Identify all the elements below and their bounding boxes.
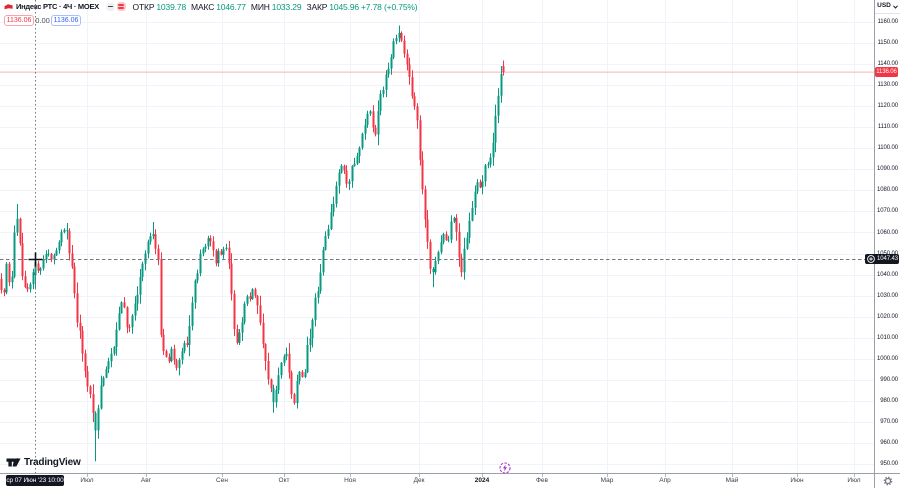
price-axis-label: 1020.00 bbox=[877, 313, 898, 320]
lightning-bolt-icon bbox=[502, 464, 507, 472]
ohlc-values: ОТКР 1039.78 МАКС 1046.77 МИН 1033.29 ЗА… bbox=[133, 2, 418, 12]
time-axis-tick bbox=[222, 474, 223, 477]
time-axis-tick bbox=[854, 474, 855, 477]
up-candle-bodies bbox=[5, 32, 503, 431]
buy-button[interactable]: 1136.06 bbox=[51, 15, 81, 26]
crosshair-date-badge: ср 07 Июн '23 10:00 bbox=[6, 475, 64, 486]
add-alert-plus-icon[interactable] bbox=[867, 255, 875, 263]
price-axis-label: 1050.00 bbox=[877, 250, 898, 258]
price-axis-label: 1090.00 bbox=[877, 166, 898, 173]
axis-settings-corner bbox=[874, 473, 900, 488]
h-gridlines bbox=[0, 22, 874, 465]
time-axis-label: Окт bbox=[278, 477, 290, 484]
time-axis-tick bbox=[732, 474, 733, 477]
crosshair-price-badge: 1047.43 bbox=[865, 254, 899, 264]
low-value: 1033.29 bbox=[271, 1, 302, 12]
last-price-badge: 1136.06 bbox=[875, 67, 898, 78]
currency-selector[interactable]: USD bbox=[875, 0, 900, 14]
time-axis-tick bbox=[284, 474, 285, 477]
price-axis-label: 1000.00 bbox=[877, 356, 898, 362]
close-value: 1045.96 bbox=[329, 1, 359, 12]
high-value: 1046.77 bbox=[216, 1, 246, 12]
price-axis-label: 1110.00 bbox=[877, 124, 898, 131]
price-axis-label: 1070.00 bbox=[877, 208, 898, 215]
sell-button[interactable]: 1136.06 bbox=[4, 15, 34, 26]
legend-trade-row: 1136.06 0.00 1136.06 bbox=[4, 14, 417, 27]
price-axis-label: 960.00 bbox=[880, 440, 898, 447]
journal-bar-icon bbox=[118, 7, 125, 9]
change-value: +7.78 (+0.75%) bbox=[360, 1, 418, 12]
time-axis[interactable]: Июл Авг Сен Окт Ноя Дек 2024 Фев Мар Апр Май Июн Июл… bbox=[0, 473, 900, 488]
v-gridlines bbox=[87, 0, 855, 473]
price-axis-label: 1150.00 bbox=[877, 39, 898, 46]
minus-icon bbox=[108, 5, 114, 8]
time-axis-tick bbox=[665, 474, 666, 477]
time-axis-tick bbox=[542, 474, 543, 477]
price-axis-label: 1080.00 bbox=[877, 187, 898, 194]
time-axis-label: Май bbox=[725, 477, 739, 484]
time-axis-label: Июл bbox=[847, 477, 861, 484]
price-axis-label: 1040.00 bbox=[877, 271, 898, 278]
time-axis-label: Мар bbox=[600, 477, 614, 484]
time-axis-label: Июл bbox=[80, 477, 94, 484]
time-axis-label: Апр bbox=[659, 477, 671, 484]
price-axis-label: 1160.00 bbox=[877, 18, 898, 25]
time-axis-label: 2024 bbox=[474, 477, 490, 484]
low-label: МИН bbox=[250, 1, 270, 12]
price-axis-label: 1060.00 bbox=[877, 229, 898, 236]
legend-journal-button[interactable] bbox=[116, 2, 126, 11]
spread-value: 0.00 bbox=[35, 16, 50, 25]
time-axis-tick bbox=[146, 474, 147, 477]
time-axis-tick bbox=[350, 474, 351, 477]
time-axis-tick bbox=[797, 474, 798, 477]
journal-bar-icon bbox=[118, 4, 125, 6]
symbol-legend: Индекс РТС · 4Ч · MOEX ОТКР 1039.78 МАКС… bbox=[4, 0, 418, 27]
open-value: 1039.78 bbox=[156, 1, 187, 12]
high-label: МАКС bbox=[191, 1, 215, 12]
price-axis-label: 990.00 bbox=[880, 377, 898, 383]
time-axis-tick bbox=[607, 474, 608, 477]
gear-icon[interactable] bbox=[883, 476, 893, 486]
time-axis-tick bbox=[419, 474, 420, 477]
symbol-title[interactable]: Индекс РТС · 4Ч · MOEX bbox=[16, 2, 100, 11]
legend-collapse-button[interactable] bbox=[106, 2, 116, 11]
price-axis-label: 1130.00 bbox=[877, 81, 898, 88]
time-axis-label: Фев bbox=[535, 477, 549, 484]
symbol-logo-icon bbox=[4, 4, 13, 10]
price-axis-label: 1030.00 bbox=[877, 292, 898, 299]
down-candle-bodies bbox=[0, 32, 505, 414]
price-axis-label: 950.00 bbox=[880, 461, 898, 468]
chart-plot-area[interactable] bbox=[0, 0, 874, 473]
event-lightning-badge[interactable] bbox=[498, 461, 511, 479]
price-axis-label: 970.00 bbox=[880, 419, 898, 426]
price-axis-label: 1100.00 bbox=[877, 145, 898, 152]
tradingview-logo-text: TradingView bbox=[24, 457, 81, 468]
chevron-down-icon bbox=[892, 4, 898, 9]
price-axis-label: 1120.00 bbox=[877, 103, 898, 109]
time-axis-label: Сен bbox=[216, 477, 228, 484]
time-axis-label: Июн bbox=[790, 477, 804, 484]
crosshair-price-value: 1047.43 bbox=[877, 256, 898, 262]
time-axis-label: Ноя bbox=[344, 477, 356, 484]
close-label: ЗАКР bbox=[306, 1, 328, 12]
legend-title-row: Индекс РТС · 4Ч · MOEX ОТКР 1039.78 МАКС… bbox=[4, 0, 418, 13]
price-axis-label: 1010.00 bbox=[877, 334, 898, 341]
tradingview-logo[interactable]: TradingView bbox=[6, 456, 81, 469]
tradingview-glyph-icon bbox=[6, 458, 21, 467]
price-axis[interactable]: USD 1160.00 1150.00 1140.00 1130.00 1120.00 1… bbox=[865, 0, 900, 473]
crosshair-cursor bbox=[28, 252, 43, 267]
time-axis-label: Авг bbox=[140, 477, 152, 484]
open-label: ОТКР bbox=[132, 1, 155, 12]
time-axis-label: Дек bbox=[413, 477, 425, 484]
price-axis-label: 1140.00 bbox=[877, 60, 898, 67]
price-axis-label: 980.00 bbox=[880, 398, 898, 405]
time-axis-tick bbox=[482, 474, 483, 477]
time-axis-tick bbox=[87, 474, 88, 477]
currency-label: USD bbox=[877, 2, 891, 10]
